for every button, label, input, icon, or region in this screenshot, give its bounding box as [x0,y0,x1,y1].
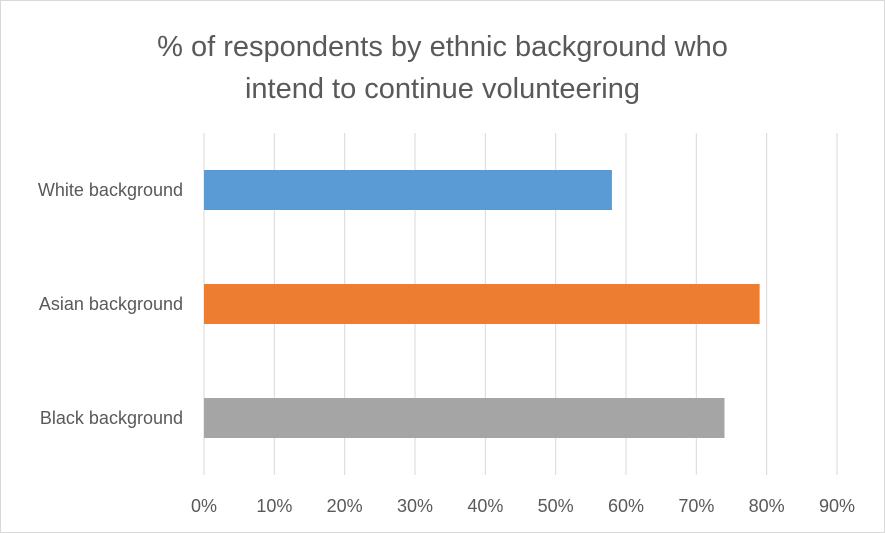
x-tick-label: 20% [327,496,363,516]
x-tick-label: 10% [256,496,292,516]
bar-white-background [204,170,612,210]
x-tick-label: 0% [191,496,217,516]
x-tick-label: 40% [467,496,503,516]
chart-title: % of respondents by ethnic background wh… [0,26,885,110]
x-tick-label: 30% [397,496,433,516]
x-tick-label: 50% [538,496,574,516]
x-tick-label: 90% [819,496,855,516]
category-labels: White background Asian background Black ba… [38,180,183,428]
chart-title-line-2: intend to continue volunteering [244,73,640,105]
x-tick-label: 60% [608,496,644,516]
x-tick-label: 70% [678,496,714,516]
x-tick-labels: 0% 10% 20% 30% 40% 50% 60% 70% 80% 90% [191,496,855,516]
category-label: Black background [40,408,183,428]
category-label: White background [38,180,183,200]
category-label: Asian background [39,294,183,314]
bar-black-background [204,398,725,438]
bars [204,170,760,438]
x-tick-label: 80% [749,496,785,516]
bar-asian-background [204,284,760,324]
chart-title-line-1: % of respondents by ethnic background wh… [157,31,728,63]
